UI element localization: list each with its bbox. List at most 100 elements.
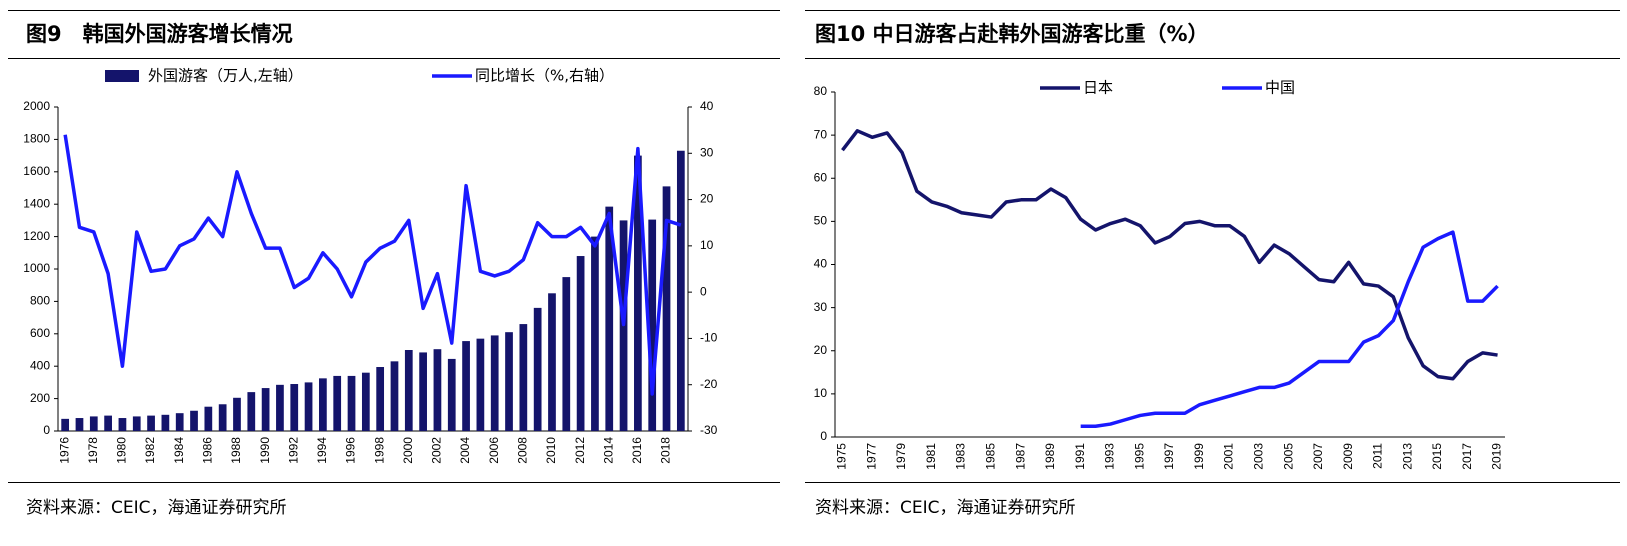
x-tick-label: 1992 xyxy=(286,437,300,464)
bar xyxy=(490,335,499,431)
legend-label: 同比增长（%,右轴） xyxy=(475,67,614,85)
y-tick-label: 600 xyxy=(30,326,50,340)
x-tick-label: 2006 xyxy=(487,437,501,464)
x-tick-label: 1999 xyxy=(1192,443,1206,470)
x-tick-label: 2009 xyxy=(1341,443,1355,470)
bar xyxy=(147,415,155,431)
x-tick-label: 1991 xyxy=(1073,443,1087,470)
x-tick-label: 2018 xyxy=(659,437,673,464)
x-tick-label: 1990 xyxy=(258,437,272,464)
bar xyxy=(304,382,313,431)
x-tick-label: 1993 xyxy=(1103,443,1117,470)
y-tick-label: 0 xyxy=(820,429,827,443)
x-tick-label: 1980 xyxy=(115,437,129,464)
x-tick-label: 2012 xyxy=(573,437,587,464)
y2-tick-label: -10 xyxy=(700,331,718,345)
top-rule xyxy=(8,10,780,11)
source-note: 资料来源：CEIC，海通证券研究所 xyxy=(26,498,287,518)
bar xyxy=(233,397,241,431)
y-tick-label: 80 xyxy=(814,84,828,98)
y2-tick-label: 30 xyxy=(700,145,714,159)
y-tick-label: 30 xyxy=(814,300,828,314)
y-tick-label: 20 xyxy=(814,343,828,357)
line xyxy=(63,134,682,396)
bar xyxy=(662,186,671,431)
y-tick-label: 40 xyxy=(814,257,828,271)
bar xyxy=(376,367,385,431)
x-tick-label: 2007 xyxy=(1311,443,1325,470)
y-tick-label: 1000 xyxy=(23,261,50,275)
line xyxy=(1080,230,1499,428)
bar xyxy=(190,410,198,431)
bottom-rule xyxy=(805,482,1620,483)
bar xyxy=(404,350,413,431)
chart-title: 图9 韩国外国游客增长情况 xyxy=(26,22,293,46)
bar xyxy=(605,206,614,431)
y2-tick-label: 40 xyxy=(700,99,714,113)
x-tick-label: 2004 xyxy=(458,437,472,464)
x-tick-label: 1982 xyxy=(143,437,157,464)
top-rule xyxy=(805,10,1620,11)
x-tick-label: 2019 xyxy=(1490,443,1504,470)
bar xyxy=(505,332,513,431)
bar xyxy=(118,418,127,431)
bar xyxy=(519,324,528,431)
x-tick-label: 2013 xyxy=(1400,443,1414,470)
x-tick-label: 2003 xyxy=(1252,443,1266,470)
bar xyxy=(261,388,270,431)
x-tick-label: 2016 xyxy=(630,437,644,464)
y-tick-label: 200 xyxy=(30,391,50,405)
bar xyxy=(319,378,327,431)
x-tick-label: 1981 xyxy=(924,443,938,470)
y-tick-label: 10 xyxy=(814,386,828,400)
bar xyxy=(347,375,356,431)
x-tick-label: 1976 xyxy=(57,437,71,464)
y-tick-label: 0 xyxy=(43,423,50,437)
line xyxy=(841,129,1498,381)
x-tick-label: 1996 xyxy=(344,437,358,464)
y2-tick-label: 10 xyxy=(700,238,714,252)
bar xyxy=(161,414,170,431)
bar xyxy=(175,413,184,431)
bar xyxy=(433,349,442,431)
title-rule xyxy=(8,58,780,59)
bar xyxy=(476,338,485,431)
x-tick-label: 2010 xyxy=(544,437,558,464)
bar xyxy=(390,361,399,431)
bar xyxy=(276,384,284,431)
x-tick-label: 1995 xyxy=(1132,443,1146,470)
bar xyxy=(648,219,657,431)
y-tick-label: 1200 xyxy=(23,229,50,243)
bar xyxy=(89,416,98,431)
bar xyxy=(75,418,84,431)
y-tick-label: 800 xyxy=(30,294,50,308)
x-tick-label: 1986 xyxy=(201,437,215,464)
legend-label: 外国游客（万人,左轴） xyxy=(148,67,303,85)
x-tick-label: 2005 xyxy=(1281,443,1295,470)
legend-label: 日本 xyxy=(1083,79,1113,97)
y2-tick-label: -20 xyxy=(700,377,718,391)
bar xyxy=(562,277,571,431)
x-tick-label: 2002 xyxy=(430,437,444,464)
y-tick-label: 70 xyxy=(814,127,828,141)
x-tick-label: 2015 xyxy=(1430,443,1444,470)
y-tick-label: 50 xyxy=(814,214,828,228)
bar xyxy=(447,358,456,431)
bar xyxy=(361,372,370,431)
bar xyxy=(247,392,256,431)
x-tick-label: 1997 xyxy=(1162,443,1176,470)
bar xyxy=(419,352,427,431)
x-tick-label: 2001 xyxy=(1222,443,1236,470)
bar xyxy=(634,155,642,431)
bar xyxy=(333,375,342,431)
bar xyxy=(104,415,112,431)
y-tick-label: 1400 xyxy=(23,196,50,210)
bottom-rule xyxy=(8,482,780,483)
bar xyxy=(61,418,70,431)
title-rule xyxy=(805,58,1620,59)
legend-marker xyxy=(105,70,139,82)
x-tick-label: 2017 xyxy=(1460,443,1474,470)
bar xyxy=(591,236,599,431)
